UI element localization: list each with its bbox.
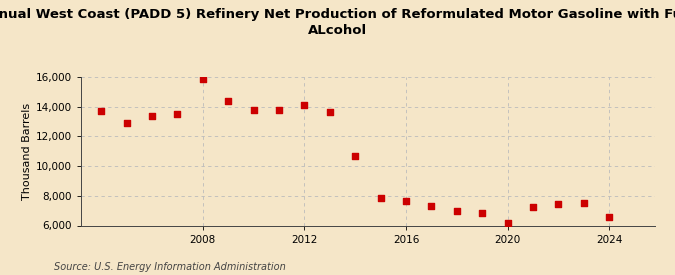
- Point: [223, 98, 234, 103]
- Point: [122, 121, 132, 125]
- Point: [172, 112, 183, 116]
- Point: [248, 108, 259, 113]
- Point: [198, 77, 209, 81]
- Point: [553, 202, 564, 206]
- Point: [527, 205, 538, 209]
- Text: Annual West Coast (PADD 5) Refinery Net Production of Reformulated Motor Gasolin: Annual West Coast (PADD 5) Refinery Net …: [0, 8, 675, 37]
- Y-axis label: Thousand Barrels: Thousand Barrels: [22, 103, 32, 200]
- Point: [350, 153, 360, 158]
- Point: [325, 110, 335, 114]
- Point: [477, 211, 487, 215]
- Point: [603, 215, 614, 219]
- Point: [96, 109, 107, 113]
- Point: [146, 113, 157, 118]
- Point: [426, 204, 437, 208]
- Point: [273, 108, 284, 113]
- Point: [400, 199, 411, 203]
- Point: [299, 103, 310, 108]
- Point: [502, 221, 513, 226]
- Text: Source: U.S. Energy Information Administration: Source: U.S. Energy Information Administ…: [54, 262, 286, 272]
- Point: [452, 209, 462, 214]
- Point: [375, 196, 386, 200]
- Point: [578, 201, 589, 205]
